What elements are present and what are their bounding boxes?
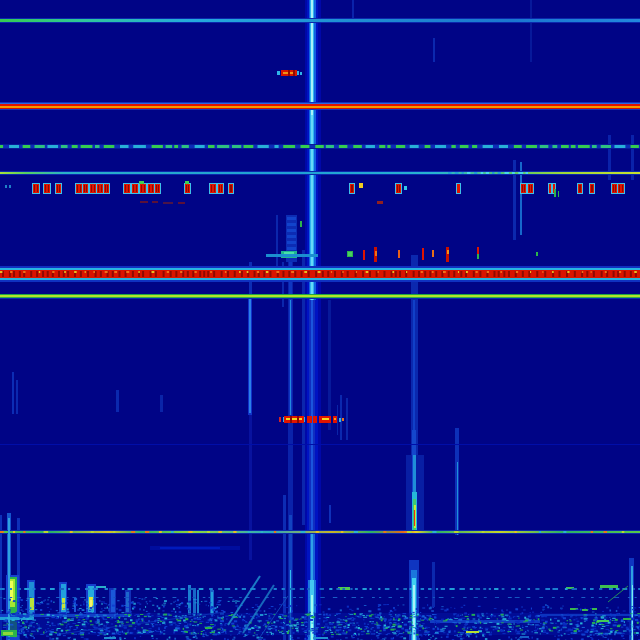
spectrogram-view xyxy=(0,0,640,640)
spectrogram-canvas xyxy=(0,0,640,640)
